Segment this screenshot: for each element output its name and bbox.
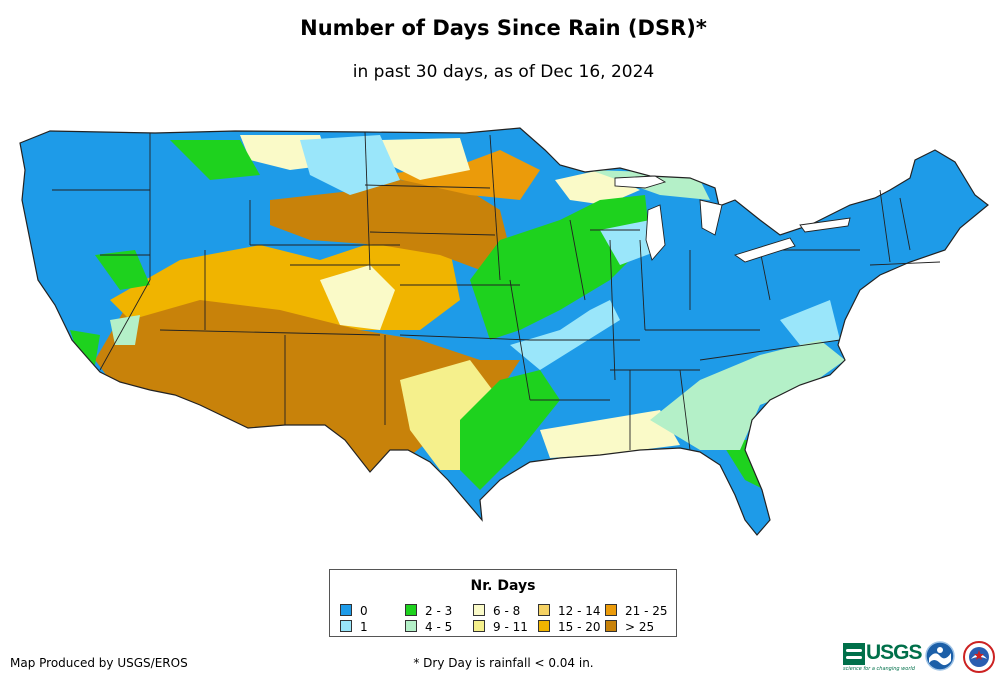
legend-item: 21 - 25 — [605, 604, 668, 618]
legend-label: 12 - 14 — [558, 604, 601, 618]
legend-item: 9 - 11 — [473, 620, 528, 634]
map-credit: Map Produced by USGS/EROS — [10, 656, 188, 670]
legend-swatch — [605, 620, 617, 632]
legend-title: Nr. Days — [470, 578, 536, 594]
map-title: Number of Days Since Rain (DSR)* — [300, 16, 707, 40]
usgs-logo-text: USGS — [866, 641, 923, 664]
legend-swatch — [473, 620, 485, 632]
legend-item: 6 - 8 — [473, 604, 521, 618]
legend: Nr. Days 0 1 2 - 3 4 - 5 6 - 8 9 - 11 12… — [329, 569, 677, 637]
legend-item: 12 - 14 — [538, 604, 601, 618]
legend-item: 2 - 3 — [405, 604, 453, 618]
usgs-tagline: science for a changing world — [843, 666, 915, 672]
usgs-wave-icon — [843, 643, 865, 665]
legend-item: 0 — [340, 604, 368, 618]
legend-label: 0 — [360, 604, 368, 618]
legend-item: 15 - 20 — [538, 620, 601, 634]
legend-swatch — [473, 604, 485, 616]
legend-item: > 25 — [605, 620, 655, 634]
legend-label: 21 - 25 — [625, 604, 668, 618]
great-lakes — [614, 175, 851, 263]
legend-swatch — [605, 604, 617, 616]
legend-swatch — [340, 620, 352, 632]
state-boundaries — [52, 131, 941, 451]
legend-label: 6 - 8 — [493, 604, 521, 618]
legend-swatch — [538, 620, 550, 632]
legend-label: 9 - 11 — [493, 620, 528, 634]
footnote: * Dry Day is rainfall < 0.04 in. — [413, 656, 594, 670]
legend-swatch — [340, 604, 352, 616]
nws-logo-icon — [963, 641, 995, 673]
legend-swatch — [405, 604, 417, 616]
noaa-logo-icon — [925, 641, 955, 671]
dsr-color-regions — [20, 128, 988, 535]
legend-item: 4 - 5 — [405, 620, 453, 634]
map-subtitle: in past 30 days, as of Dec 16, 2024 — [352, 62, 655, 82]
legend-item: 1 — [340, 620, 368, 634]
legend-label: 2 - 3 — [425, 604, 453, 618]
legend-swatch — [538, 604, 550, 616]
usgs-logo: USGS science for a changing world — [843, 641, 923, 672]
legend-swatch — [405, 620, 417, 632]
legend-label: 1 — [360, 620, 368, 634]
legend-label: > 25 — [625, 620, 655, 634]
legend-label: 15 - 20 — [558, 620, 601, 634]
legend-label: 4 - 5 — [425, 620, 453, 634]
